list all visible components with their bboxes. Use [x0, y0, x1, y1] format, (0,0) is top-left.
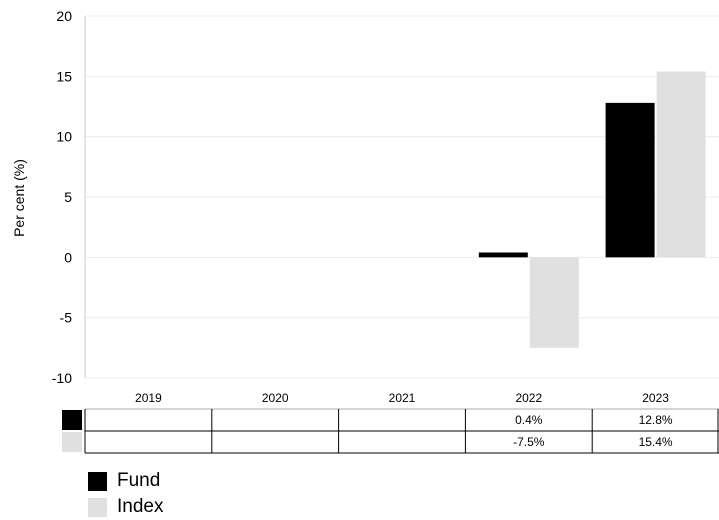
y-tick-label: 5	[64, 189, 72, 205]
y-tick-label: 10	[56, 129, 72, 145]
data-table: 0.4% 12.8% -7.5% 15.4%	[62, 408, 719, 454]
x-category-label: 2020	[262, 391, 289, 405]
data-label-fund-2022: 0.4%	[515, 413, 543, 427]
y-tick-label: 0	[64, 249, 72, 265]
x-category-label: 2022	[515, 391, 542, 405]
bar-fund-2022	[478, 252, 528, 258]
data-label-index-2022: -7.5%	[513, 435, 545, 449]
y-tick-label: 20	[56, 8, 72, 24]
legend-label-index: Index	[117, 496, 164, 517]
legend-label-fund: Fund	[117, 470, 161, 491]
gridlines	[85, 15, 719, 379]
table-swatch-fund	[62, 410, 82, 430]
bar-fund-2023	[605, 102, 655, 258]
bar-index-2023	[656, 71, 706, 258]
legend: Fund Index	[88, 468, 163, 520]
y-tick-label: -5	[60, 310, 73, 326]
legend-swatch-fund	[88, 471, 107, 491]
legend-item-index: Index	[88, 494, 163, 520]
table-swatch-index	[62, 432, 82, 452]
y-tick-label: -10	[52, 370, 72, 386]
legend-swatch-index	[88, 497, 107, 517]
legend-item-fund: Fund	[88, 468, 163, 494]
y-axis-label: Per cent (%)	[11, 159, 27, 237]
data-label-index-2023: 15.4%	[639, 435, 673, 449]
bars	[478, 71, 706, 348]
data-label-fund-2023: 12.8%	[639, 413, 673, 427]
x-category-label: 2019	[135, 391, 162, 405]
y-axis: -10 -5 0 5 10 15 20	[52, 8, 86, 386]
x-category-label: 2021	[389, 391, 416, 405]
bar-index-2022	[529, 257, 579, 348]
category-labels: 2019 2020 2021 2022 2023	[135, 391, 669, 405]
y-tick-label: 15	[56, 68, 72, 84]
x-category-label: 2023	[642, 391, 669, 405]
